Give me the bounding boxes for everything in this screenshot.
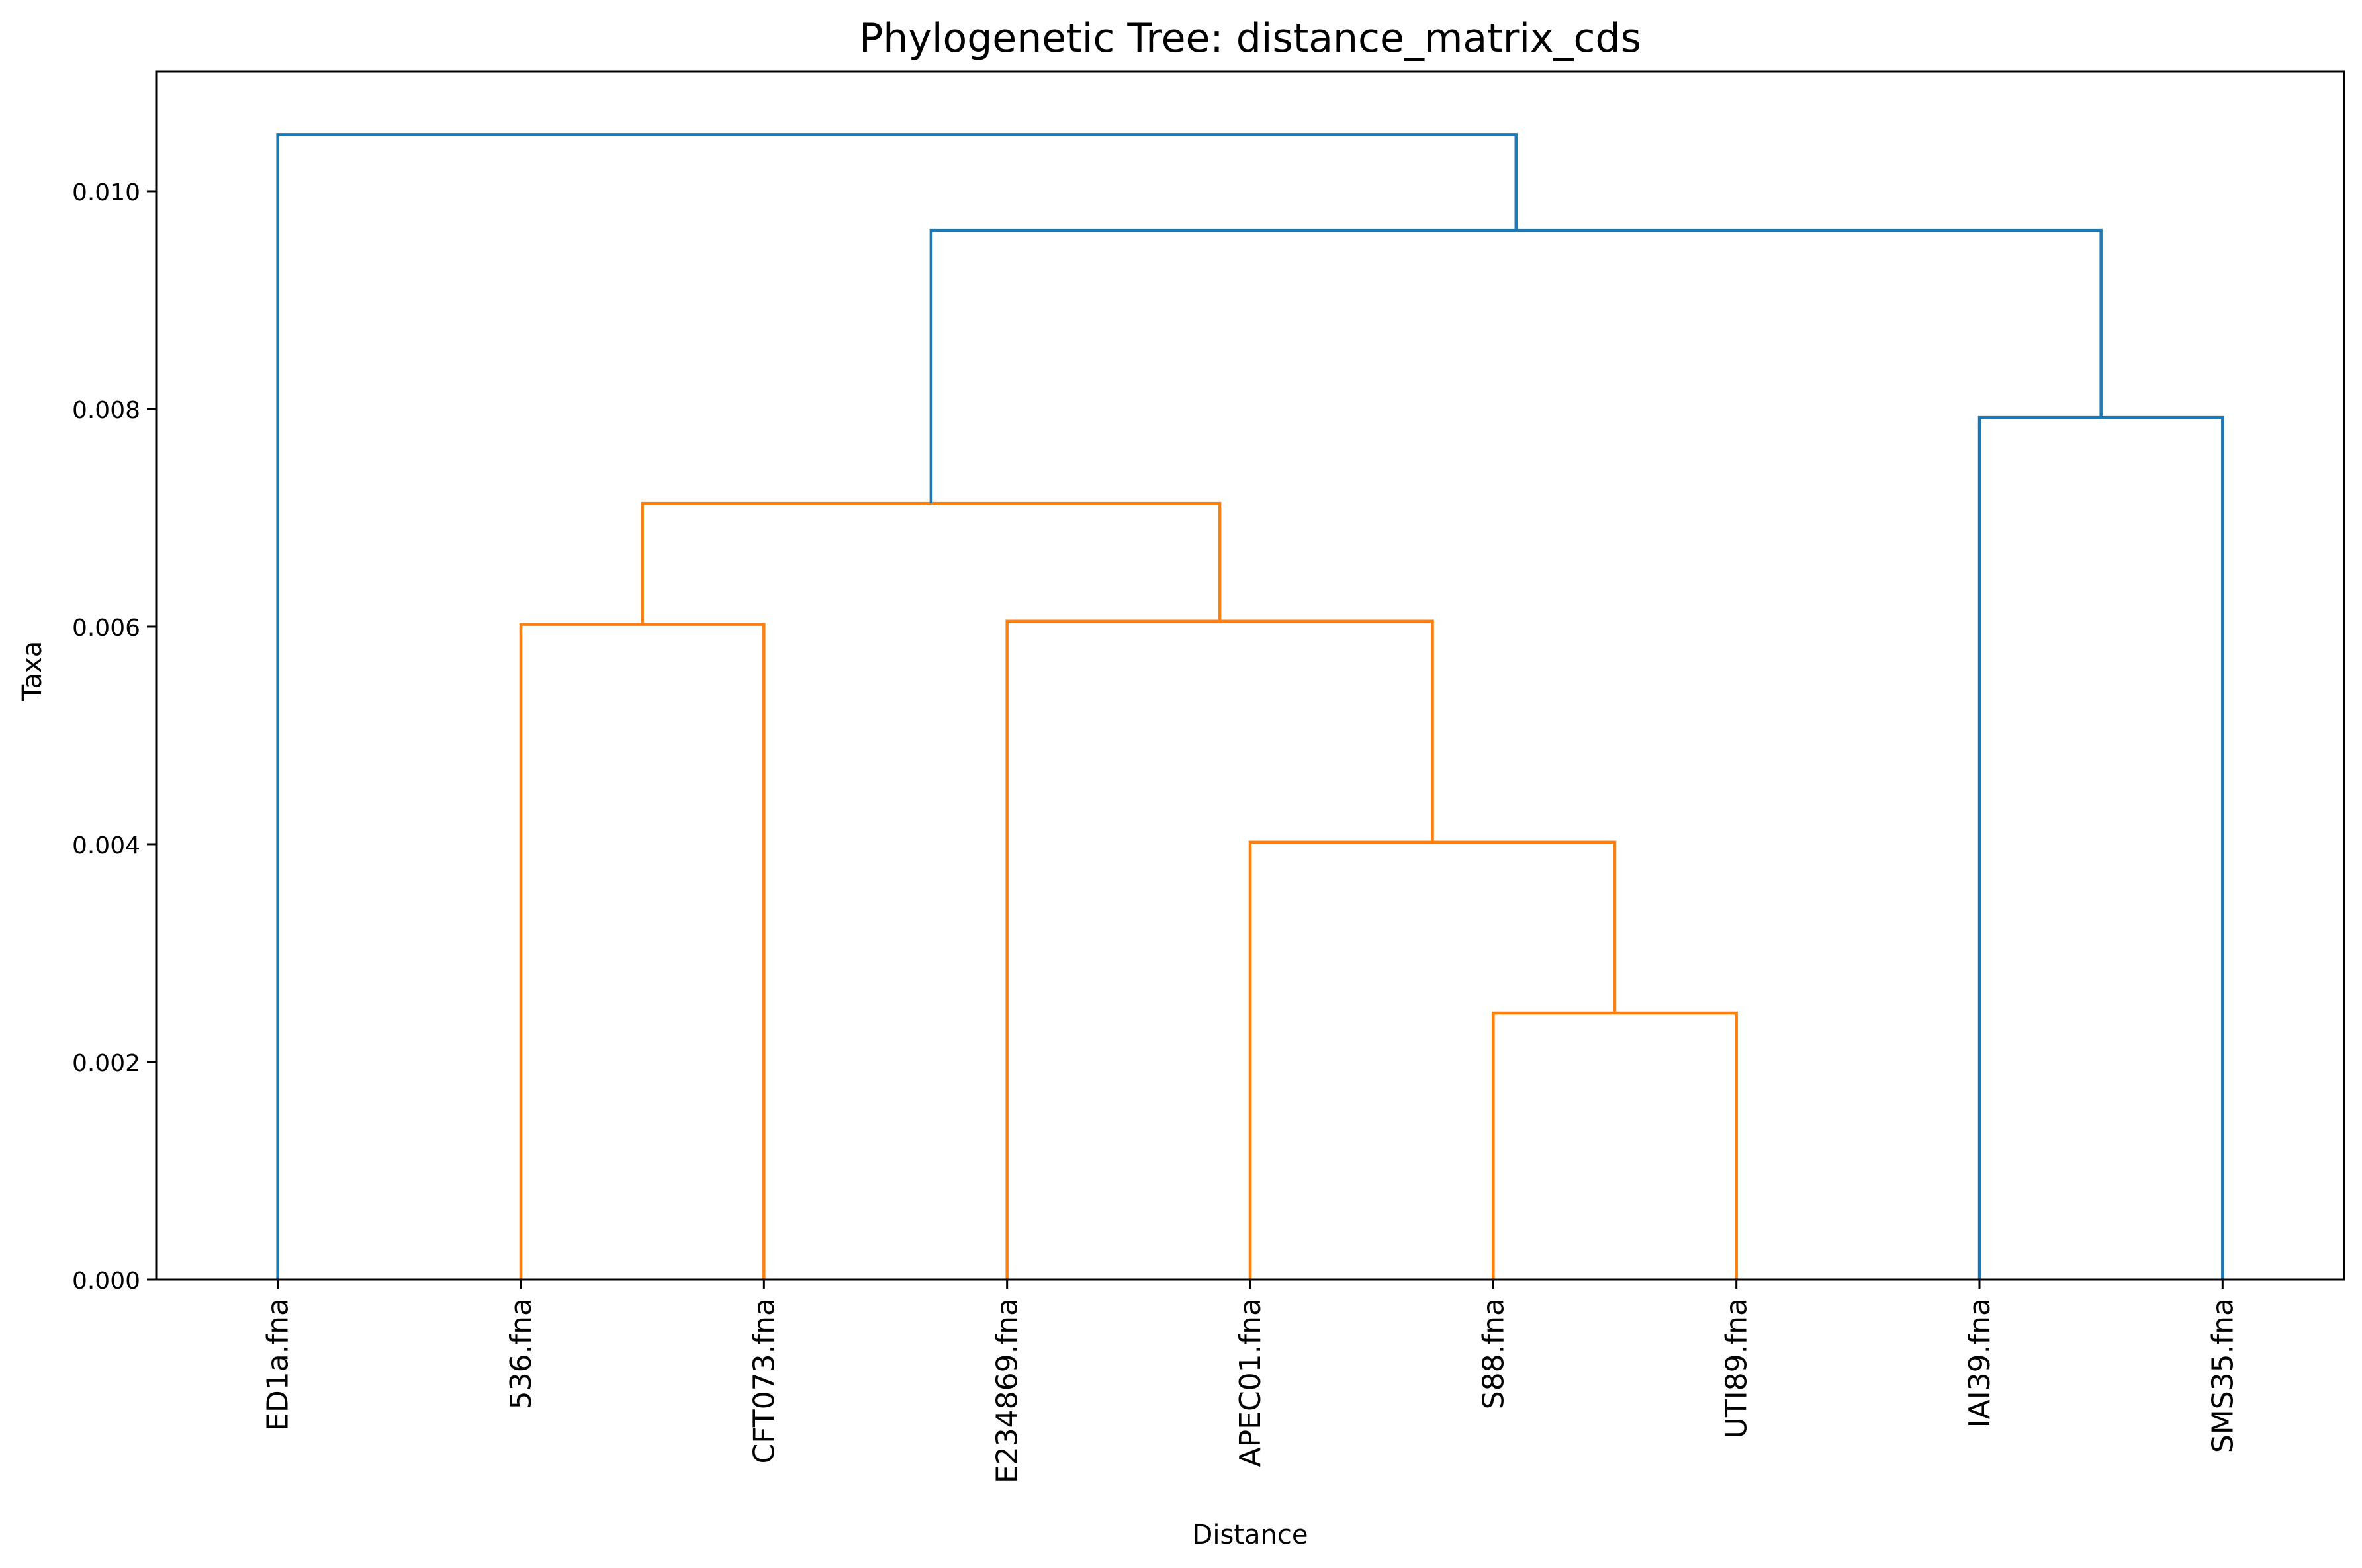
dendrogram-links: [276, 133, 2224, 1280]
x-axis: ED1a.fna 536.fna CFT073.fna E234869.fna APEC…: [261, 1280, 2240, 1483]
dendrogram-link: [641, 501, 1222, 625]
leaf-label: S88.fna: [1476, 1298, 1510, 1409]
dendrogram-link: [929, 228, 2103, 504]
leaf-label: ED1a.fna: [261, 1298, 295, 1431]
dendrogram-link: [276, 133, 1518, 1280]
y-axis-label: Taxa: [17, 641, 48, 702]
x-axis-label: Distance: [1193, 1520, 1308, 1550]
y-tick-label: 0.010: [72, 179, 140, 206]
leaf-label: 536.fna: [504, 1298, 538, 1409]
y-tick-label: 0.000: [72, 1268, 140, 1295]
leaf-label: SMS35.fna: [2206, 1298, 2240, 1453]
chart-title: Phylogenetic Tree: distance_matrix_cds: [859, 15, 1641, 62]
y-axis: 0.000 0.002 0.004 0.006 0.008 0.010: [72, 179, 156, 1295]
y-tick-label: 0.006: [72, 615, 140, 642]
leaf-label: CFT073.fna: [747, 1298, 781, 1463]
plot-frame: [155, 70, 2345, 1281]
dendrogram-link: [519, 623, 766, 1280]
y-tick-label: 0.008: [72, 397, 140, 424]
y-tick-label: 0.002: [72, 1050, 140, 1077]
leaf-label: APEC01.fna: [1234, 1298, 1267, 1467]
leaf-label: UTI89.fna: [1720, 1298, 1754, 1438]
leaf-label: IAI39.fna: [1963, 1298, 1997, 1428]
leaf-label: E234869.fna: [991, 1298, 1024, 1483]
y-tick-label: 0.004: [72, 832, 140, 859]
dendrogram-link: [1005, 619, 1434, 1280]
